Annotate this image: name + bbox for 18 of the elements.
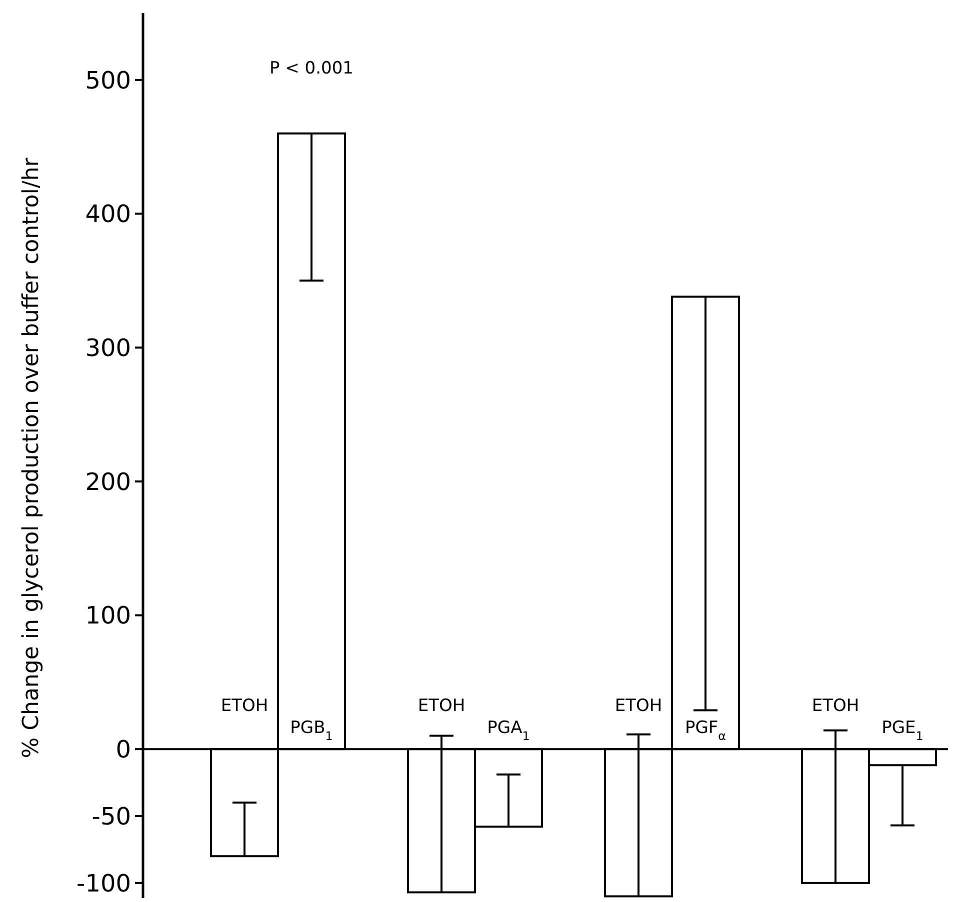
x-tick-label: PGB$_{1}$ — [290, 718, 333, 744]
x-tick-label: ETOH — [418, 696, 466, 716]
x-tick-label: ETOH — [220, 696, 268, 716]
x-tick-label: PGE$_{1}$ — [882, 718, 924, 744]
y-axis-title: % Change in glycerol production over buffer control/hr — [19, 156, 44, 758]
x-tick-label: PGF$_{α}$ — [684, 718, 726, 744]
y-tick-label: 400 — [85, 200, 131, 228]
x-tick-label: ETOH — [614, 696, 662, 716]
annotation: P < 0.001 — [270, 58, 354, 78]
y-tick-label: -50 — [92, 802, 131, 830]
y-tick-label: 300 — [85, 334, 131, 362]
y-tick-label: 200 — [85, 468, 131, 496]
x-tick-label: ETOH — [812, 696, 860, 716]
y-tick-label: -100 — [76, 869, 131, 898]
x-tick-label: PGA$_{1}$ — [487, 718, 530, 744]
y-tick-label: 0 — [116, 735, 131, 764]
y-tick-label: 500 — [85, 66, 131, 94]
y-tick-label: 100 — [85, 602, 131, 630]
